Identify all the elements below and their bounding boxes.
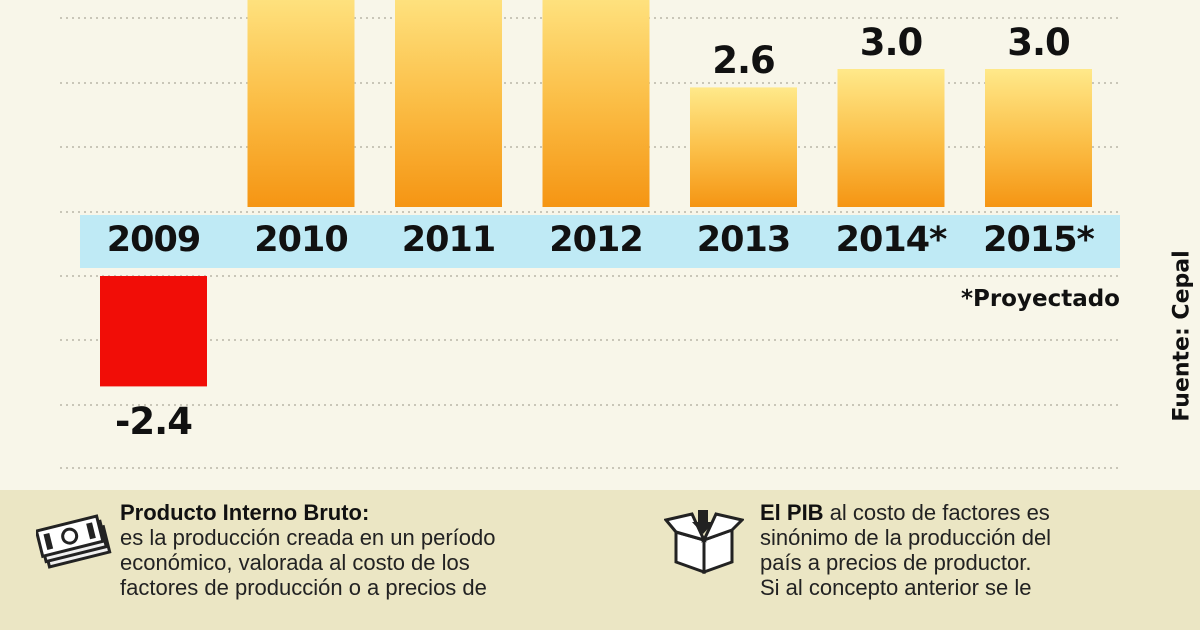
money-icon: [36, 514, 112, 569]
category-label: 2009: [106, 220, 201, 260]
category-label: 2011: [401, 220, 496, 260]
info-right-title-rest: al costo de factores es: [823, 500, 1050, 525]
info-left-line: es la producción creada en un período: [120, 525, 496, 550]
bar-2012: [542, 0, 650, 207]
info-right: El PIB al costo de factores es sinónimo …: [760, 500, 1051, 600]
bar-2013: [690, 87, 797, 207]
category-label: 2015*: [983, 220, 1095, 260]
bar-2015: [985, 69, 1092, 207]
bar-2009: [100, 276, 207, 387]
box-icon: [664, 510, 744, 575]
info-left-line: factores de producción o a precios de: [120, 575, 487, 600]
info-left: Producto Interno Bruto: es la producción…: [120, 500, 495, 600]
bar-2010: [247, 0, 355, 207]
category-label: 2010: [254, 220, 348, 260]
info-right-line: sinónimo de la producción del: [760, 525, 1052, 550]
source-label: Fuente: Cepal: [1169, 250, 1195, 422]
category-label: 2012: [549, 220, 643, 260]
category-band: [80, 215, 1120, 268]
bar-2011: [395, 0, 502, 207]
info-right-title: El PIB: [760, 500, 824, 525]
info-right-line: Si al concepto anterior se le: [760, 575, 1032, 600]
footnote: *Proyectado: [960, 286, 1120, 312]
info-right-line: país a precios de productor.: [760, 550, 1032, 575]
value-label: 3.0: [1007, 21, 1071, 64]
category-label: 2013: [696, 220, 791, 260]
bar-2014: [837, 69, 945, 207]
value-label: -2.4: [115, 400, 193, 444]
bar-chart: [60, 0, 1120, 469]
info-panel: Producto Interno Bruto: es la producción…: [0, 490, 1200, 630]
category-label: 2014*: [835, 220, 948, 260]
info-left-title: Producto Interno Bruto:: [120, 500, 370, 525]
info-left-line: económico, valorada al costo de los: [120, 550, 470, 575]
value-label: 3.0: [859, 21, 924, 64]
value-label: 2.6: [712, 39, 776, 83]
